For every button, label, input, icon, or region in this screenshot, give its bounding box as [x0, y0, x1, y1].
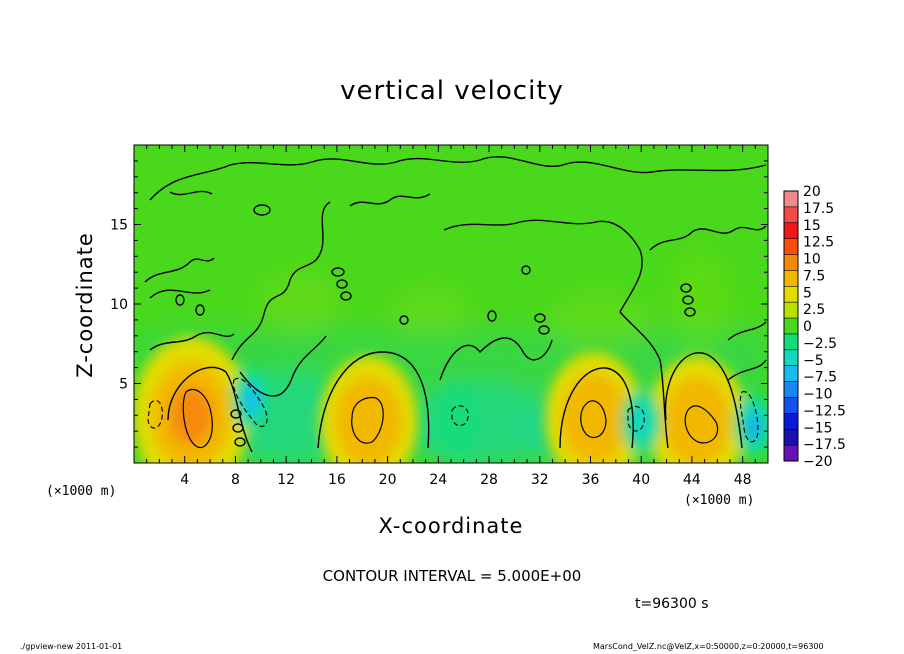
x-axis-label: X-coordinate: [378, 514, 524, 538]
x-tick-label: 8: [231, 472, 240, 488]
colorbar-swatch: [784, 254, 798, 271]
x-tick-label: 36: [582, 472, 600, 488]
x-tick-label: 32: [531, 472, 549, 488]
colorbar-swatch: [784, 286, 798, 303]
colorbar-swatch: [784, 445, 798, 462]
x-axis: 4 8 12 16 20 24 28 32 36 40 44 48: [146, 145, 756, 488]
zero-contours: [144, 156, 767, 453]
downdraft-cell: [438, 389, 479, 454]
colorbar-swatch: [784, 397, 798, 414]
colorbar-label: 10: [803, 252, 821, 268]
velocity-field: [134, 145, 768, 463]
downdraft-cell: [629, 399, 654, 444]
colorbar-label: 0: [803, 319, 812, 335]
colorbar-swatch: [784, 238, 798, 256]
x-tick-label: 44: [683, 472, 701, 488]
updraft-core: [183, 401, 200, 430]
x-unit-label-left: (×1000 m): [46, 484, 117, 499]
updraft-core: [360, 407, 377, 436]
colorbar-swatch: [784, 365, 798, 383]
x-tick-label: 4: [180, 472, 189, 488]
colorbar-label: −17.5: [803, 437, 846, 453]
y-tick-label: 10: [110, 297, 128, 313]
colorbar-swatch: [784, 318, 798, 335]
time-label: t=96300 s: [635, 596, 709, 612]
colorbar-label: 17.5: [803, 201, 834, 217]
colorbar-label: −20: [803, 454, 833, 470]
x-tick-label: 28: [480, 472, 498, 488]
colorbar-swatch: [784, 302, 798, 319]
updraft-core: [688, 407, 705, 436]
y-axis: 5 10 15: [110, 160, 768, 448]
colorbar-label: 5: [803, 285, 812, 301]
colorbar-swatch: [784, 222, 798, 240]
x-tick-label: 40: [632, 472, 650, 488]
downdraft-core: [750, 422, 759, 439]
colorbar-label: −15: [803, 420, 833, 436]
colorbar-swatch: [784, 429, 798, 446]
colorbar-label: −12.5: [803, 403, 846, 419]
positive-contours: [182, 389, 719, 449]
footer-program-date: ./gpview-new 2011-01-01: [20, 642, 123, 651]
colorbar-swatch: [784, 413, 798, 430]
y-tick-label: 5: [119, 377, 128, 393]
colorbar-label: 2.5: [803, 302, 825, 318]
colorbar: 2017.51512.5107.552.50−2.5−5−7.5−10−12.5…: [783, 184, 846, 470]
colorbar-swatch: [784, 333, 798, 351]
colorbar-label: −10: [803, 387, 833, 403]
colorbar-label: −7.5: [803, 370, 837, 386]
x-tick-label: 20: [379, 472, 397, 488]
colorbar-swatch: [784, 381, 798, 398]
y-axis-label: Z-coordinate: [73, 232, 97, 378]
footer-data-source: MarsCond_VelZ.nc@VelZ,x=0:50000,z=0:2000…: [593, 642, 824, 651]
colorbar-swatch: [784, 206, 798, 224]
updraft-core: [586, 404, 603, 433]
contour-interval-note: CONTOUR INTERVAL = 5.000E+00: [322, 567, 582, 585]
y-tick-label: 15: [110, 218, 128, 234]
colorbar-swatch: [784, 270, 798, 287]
x-tick-label: 12: [277, 472, 295, 488]
colorbar-label: −2.5: [803, 336, 837, 352]
x-tick-label: 48: [734, 472, 752, 488]
colorbar-label: 12.5: [803, 235, 834, 251]
x-tick-label: 16: [328, 472, 346, 488]
colorbar-label: −5: [803, 353, 824, 369]
x-unit-label-right: (×1000 m): [684, 493, 755, 508]
x-tick-label: 24: [429, 472, 447, 488]
chart-title: vertical velocity: [340, 76, 564, 106]
colorbar-swatch: [784, 349, 798, 367]
colorbar-swatch: [784, 191, 798, 208]
negative-contours: [147, 377, 759, 443]
colorbar-label: 7.5: [803, 268, 825, 284]
colorbar-label: 20: [803, 184, 821, 200]
downdraft-core: [244, 385, 259, 414]
colorbar-label: 15: [803, 218, 821, 234]
